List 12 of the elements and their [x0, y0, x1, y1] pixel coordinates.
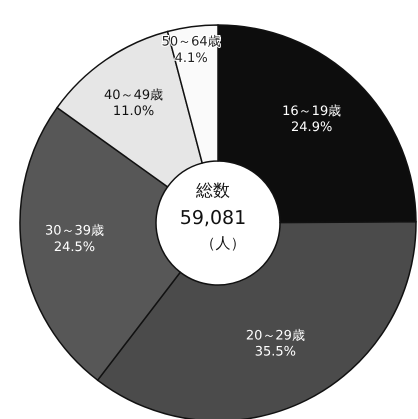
data-label: 24.5%	[54, 240, 96, 255]
data-label: 4.1%	[174, 50, 208, 66]
data-label: 24.9%	[291, 120, 332, 136]
slice-label: 30～39歳	[44, 224, 104, 239]
data-label: 35.5%	[254, 344, 296, 360]
text: 総数	[195, 181, 230, 201]
slice-label: 40～49歳	[104, 88, 164, 103]
data-label: 11.0%	[112, 104, 154, 120]
slice-label: 20～29歳	[246, 328, 305, 344]
slice-label: 16～19歳	[282, 104, 342, 119]
text: 59,081	[180, 207, 246, 229]
text: （人）	[200, 234, 246, 252]
